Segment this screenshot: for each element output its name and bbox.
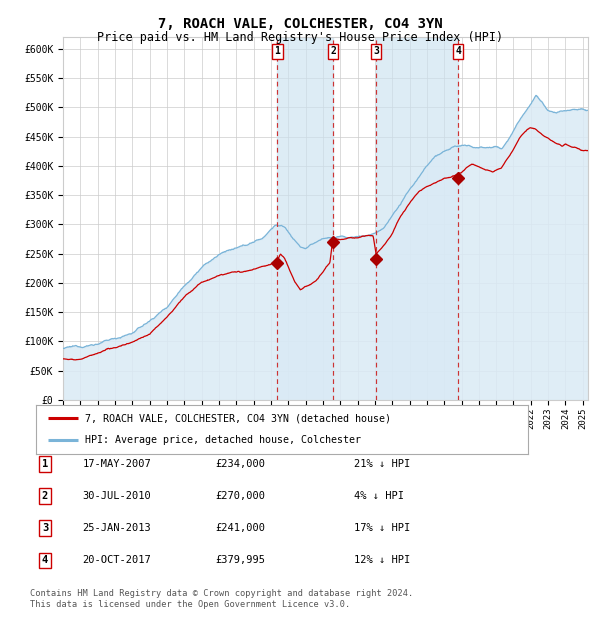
Text: 3: 3 [42, 523, 48, 533]
Text: 4% ↓ HPI: 4% ↓ HPI [354, 491, 404, 501]
Text: £234,000: £234,000 [215, 459, 265, 469]
Text: £379,995: £379,995 [215, 556, 265, 565]
Text: 17% ↓ HPI: 17% ↓ HPI [354, 523, 410, 533]
Text: 7, ROACH VALE, COLCHESTER, CO4 3YN (detached house): 7, ROACH VALE, COLCHESTER, CO4 3YN (deta… [85, 413, 391, 423]
Text: 4: 4 [455, 46, 461, 56]
Text: 17-MAY-2007: 17-MAY-2007 [83, 459, 151, 469]
Text: 1: 1 [42, 459, 48, 469]
Text: 20-OCT-2017: 20-OCT-2017 [83, 556, 151, 565]
Text: 12% ↓ HPI: 12% ↓ HPI [354, 556, 410, 565]
Text: £270,000: £270,000 [215, 491, 265, 501]
Text: 25-JAN-2013: 25-JAN-2013 [83, 523, 151, 533]
Text: Price paid vs. HM Land Registry's House Price Index (HPI): Price paid vs. HM Land Registry's House … [97, 31, 503, 44]
Text: 2: 2 [42, 491, 48, 501]
Text: 30-JUL-2010: 30-JUL-2010 [83, 491, 151, 501]
Text: HPI: Average price, detached house, Colchester: HPI: Average price, detached house, Colc… [85, 435, 361, 445]
Text: 7, ROACH VALE, COLCHESTER, CO4 3YN: 7, ROACH VALE, COLCHESTER, CO4 3YN [158, 17, 442, 32]
Text: 4: 4 [42, 556, 48, 565]
Text: 21% ↓ HPI: 21% ↓ HPI [354, 459, 410, 469]
Bar [376, 37, 458, 400]
Text: Contains HM Land Registry data © Crown copyright and database right 2024.
This d: Contains HM Land Registry data © Crown c… [30, 590, 413, 609]
Text: 1: 1 [274, 46, 280, 56]
Bar [277, 37, 333, 400]
Text: £241,000: £241,000 [215, 523, 265, 533]
Text: 2: 2 [330, 46, 336, 56]
Text: 3: 3 [373, 46, 379, 56]
